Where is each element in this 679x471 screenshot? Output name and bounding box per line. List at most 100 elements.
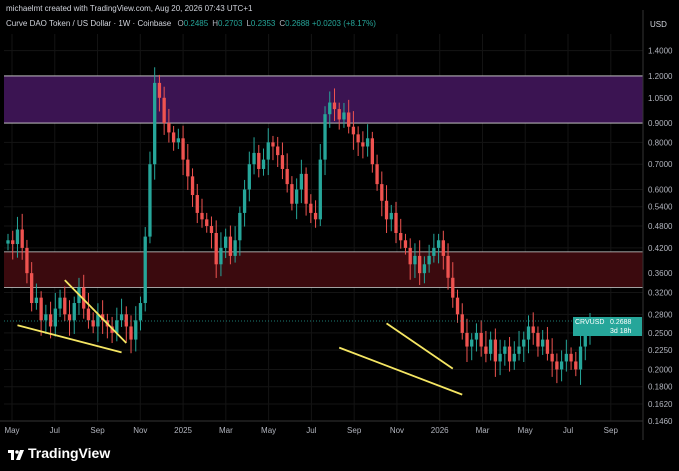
candle-body — [228, 236, 233, 256]
price-tick-label: 0.8000 — [648, 138, 673, 147]
candle — [11, 230, 15, 260]
symbol-title: Curve DAO Token / US Dollar · 1W · Coinb… — [6, 19, 172, 28]
candle-body — [119, 314, 124, 321]
candle-body — [413, 255, 417, 265]
candle — [380, 171, 384, 217]
candle — [86, 292, 91, 329]
candle — [233, 226, 237, 263]
candle-body — [493, 339, 498, 362]
candle-body — [129, 326, 133, 340]
candle-body — [578, 346, 583, 370]
candle-body — [313, 212, 318, 220]
ohlc-values: O0.2485 H0.2703 L0.2353 C0.2688 — [173, 19, 309, 28]
candle-body — [574, 361, 578, 370]
candle — [200, 198, 204, 228]
time-axis: May Jul Sep Nov 2025 Mar May Jul Sep Nov 2026 Mar Ma… — [4, 426, 618, 435]
wedge-trendline — [17, 324, 122, 354]
candle — [389, 204, 393, 232]
candle — [304, 167, 308, 216]
candle — [455, 289, 460, 323]
wedge-trendline — [386, 322, 454, 370]
price-badge: CRVUSD 0.2688 3d 18h — [573, 317, 642, 336]
time-tick-label: Mar — [219, 426, 233, 435]
candle — [247, 151, 251, 202]
candles — [4, 67, 643, 385]
candle-body — [418, 255, 422, 274]
ohlc-value: 0.2703 — [217, 19, 243, 28]
candle — [351, 111, 356, 150]
price-zones — [4, 75, 643, 288]
candle-body — [370, 138, 374, 165]
price-tick-label: 1.2000 — [648, 72, 673, 81]
candle-body — [559, 361, 564, 370]
candle-body — [403, 240, 408, 248]
candle-body — [455, 297, 460, 315]
price-tick-label: 0.4800 — [648, 222, 673, 231]
tradingview-logo-icon[interactable] — [8, 448, 24, 462]
candle — [138, 296, 143, 331]
candle-body — [564, 353, 568, 362]
candle — [432, 233, 436, 263]
candle-body — [451, 277, 455, 298]
candle — [195, 183, 199, 224]
time-tick-label: May — [518, 426, 533, 435]
ohlc-value: 0.2485 — [183, 19, 209, 28]
candle-body — [342, 112, 346, 120]
candle — [555, 353, 559, 384]
candle-body — [242, 189, 247, 213]
candle — [6, 233, 10, 251]
candle-body — [555, 361, 559, 370]
candle — [143, 227, 147, 312]
candle-body — [541, 339, 545, 347]
candle-body — [30, 273, 34, 304]
candle — [365, 124, 370, 157]
candle — [257, 144, 261, 178]
candle-body — [304, 173, 308, 204]
candle — [190, 168, 195, 207]
candle — [574, 351, 578, 377]
candle-body — [337, 109, 341, 120]
candle — [488, 331, 493, 361]
candle-body — [257, 152, 261, 169]
candle-body — [351, 126, 356, 135]
demand-zone — [4, 251, 643, 288]
candle-body — [167, 123, 171, 133]
brand-name[interactable]: TradingView — [28, 445, 111, 461]
candle-body — [58, 297, 62, 309]
candle-body — [507, 346, 512, 362]
candle-body — [503, 346, 507, 354]
price-tick-label: 1.0500 — [648, 94, 673, 103]
candle-body — [162, 97, 166, 124]
change-value: +0.0203 (+8.17%) — [311, 19, 376, 28]
candle — [63, 286, 67, 322]
candle-body — [474, 332, 479, 340]
candle — [209, 216, 214, 249]
candle — [176, 128, 180, 150]
candle-body — [72, 303, 76, 321]
ohlc-value: 0.2688 — [285, 19, 310, 28]
currency-label: USD — [650, 20, 667, 29]
candle-body — [63, 297, 67, 315]
candle — [526, 315, 531, 354]
candle-body — [214, 233, 218, 265]
candle — [100, 300, 105, 334]
price-tick-label: 1.4000 — [648, 47, 673, 56]
price-tick-label: 0.1620 — [648, 400, 673, 409]
candle-body — [39, 297, 43, 321]
candle-body — [44, 314, 48, 321]
candle — [25, 239, 29, 284]
candle — [384, 185, 389, 234]
candle-body — [6, 240, 10, 244]
candle-body — [153, 82, 157, 165]
candle-body — [569, 353, 573, 362]
candle — [413, 243, 417, 278]
credit-text: michaelmt created with TradingView.com, … — [6, 4, 253, 13]
candle — [72, 296, 76, 334]
candle — [124, 306, 128, 342]
candle-body — [394, 212, 398, 234]
candle — [167, 108, 171, 143]
candle-body — [171, 132, 176, 143]
candle — [441, 230, 445, 270]
candle — [134, 306, 138, 352]
